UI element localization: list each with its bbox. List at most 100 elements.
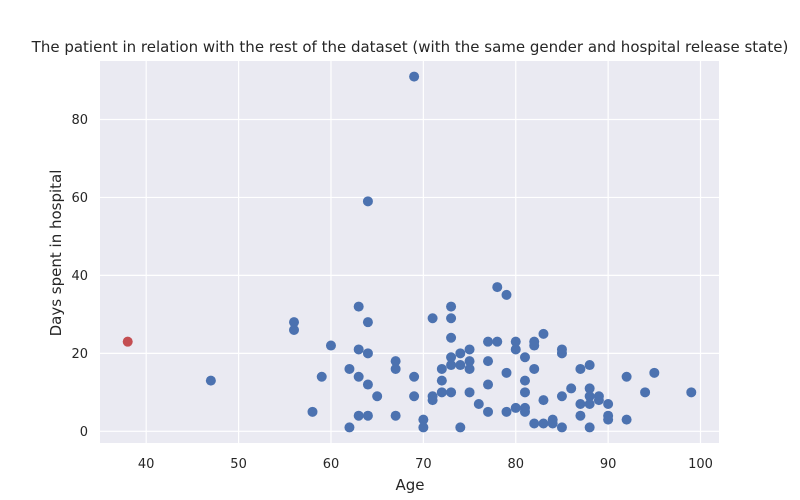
- dataset-point: [289, 317, 300, 328]
- dataset-point: [584, 422, 595, 433]
- dataset-point: [538, 395, 549, 406]
- dataset-point: [473, 399, 484, 410]
- dataset-point: [519, 352, 530, 363]
- dataset-point: [446, 313, 457, 324]
- dataset-point: [556, 348, 567, 359]
- dataset-point: [353, 301, 364, 312]
- dataset-point: [362, 348, 373, 359]
- dataset-point: [603, 414, 614, 425]
- dataset-point: [325, 340, 336, 351]
- y-tick-labels: 0 20 40 60 80: [71, 113, 88, 440]
- dataset-point: [409, 371, 420, 382]
- dataset-point: [510, 402, 521, 413]
- dataset-point: [686, 387, 697, 398]
- dataset-point: [621, 414, 632, 425]
- dataset-point: [427, 313, 438, 324]
- dataset-point: [575, 363, 586, 374]
- dataset-point: [362, 196, 373, 207]
- dataset-point: [362, 379, 373, 390]
- dataset-point: [584, 383, 595, 394]
- dataset-point: [556, 422, 567, 433]
- dataset-point: [529, 418, 540, 429]
- dataset-point: [492, 282, 503, 293]
- dataset-point: [519, 375, 530, 386]
- dataset-point: [575, 410, 586, 421]
- data-points: [122, 71, 697, 433]
- dataset-point: [529, 363, 540, 374]
- dataset-point: [519, 406, 530, 417]
- dataset-point: [519, 387, 530, 398]
- y-tick-label: 80: [71, 113, 88, 128]
- x-tick-label: 50: [230, 457, 247, 472]
- dataset-point: [538, 328, 549, 339]
- dataset-point: [205, 375, 216, 386]
- dataset-point: [501, 367, 512, 378]
- dataset-point: [510, 336, 521, 347]
- dataset-point: [603, 399, 614, 410]
- dataset-point: [492, 336, 503, 347]
- dataset-point: [483, 336, 494, 347]
- x-tick-label: 70: [415, 457, 432, 472]
- dataset-point: [446, 301, 457, 312]
- dataset-point: [307, 406, 318, 417]
- dataset-point: [483, 379, 494, 390]
- dataset-point: [501, 406, 512, 417]
- dataset-point: [464, 344, 475, 355]
- dataset-point: [289, 324, 300, 335]
- dataset-point: [436, 363, 447, 374]
- dataset-point: [344, 422, 355, 433]
- plot-area: [100, 61, 719, 443]
- dataset-point: [344, 363, 355, 374]
- dataset-point: [547, 418, 558, 429]
- patient-point: [122, 336, 133, 347]
- dataset-point: [483, 356, 494, 367]
- dataset-point: [510, 344, 521, 355]
- dataset-point: [649, 367, 660, 378]
- x-tick-labels: 40 50 60 70 80 90 100: [138, 457, 713, 472]
- dataset-point: [584, 391, 595, 402]
- dataset-point: [640, 387, 651, 398]
- dataset-point: [353, 371, 364, 382]
- dataset-point: [390, 356, 401, 367]
- dataset-point: [446, 332, 457, 343]
- dataset-point: [446, 352, 457, 363]
- dataset-point: [316, 371, 327, 382]
- y-tick-label: 20: [71, 347, 88, 362]
- dataset-point: [353, 410, 364, 421]
- chart-title: The patient in relation with the rest of…: [31, 38, 789, 56]
- dataset-point: [455, 348, 466, 359]
- dataset-point: [427, 395, 438, 406]
- dataset-point: [455, 422, 466, 433]
- dataset-point: [418, 414, 429, 425]
- dataset-point: [566, 383, 577, 394]
- dataset-point: [621, 371, 632, 382]
- dataset-point: [464, 387, 475, 398]
- dataset-point: [436, 375, 447, 386]
- x-tick-label: 90: [600, 457, 617, 472]
- dataset-point: [362, 317, 373, 328]
- dataset-point: [390, 410, 401, 421]
- y-tick-label: 40: [71, 269, 88, 284]
- dataset-point: [556, 391, 567, 402]
- dataset-point: [575, 399, 586, 410]
- dataset-point: [436, 387, 447, 398]
- x-axis-label: Age: [395, 476, 424, 494]
- x-tick-label: 100: [688, 457, 713, 472]
- x-tick-label: 80: [507, 457, 524, 472]
- dataset-point: [593, 395, 604, 406]
- dataset-point: [362, 410, 373, 421]
- dataset-point: [455, 360, 466, 371]
- dataset-point: [409, 71, 420, 82]
- y-tick-label: 60: [71, 191, 88, 206]
- dataset-point: [483, 406, 494, 417]
- dataset-point: [464, 363, 475, 374]
- dataset-point: [584, 360, 595, 371]
- x-tick-label: 40: [138, 457, 155, 472]
- dataset-point: [353, 344, 364, 355]
- x-tick-label: 60: [323, 457, 340, 472]
- dataset-point: [418, 422, 429, 433]
- dataset-point: [446, 360, 457, 371]
- dataset-point: [464, 356, 475, 367]
- y-axis-label: Days spent in hospital: [47, 170, 65, 337]
